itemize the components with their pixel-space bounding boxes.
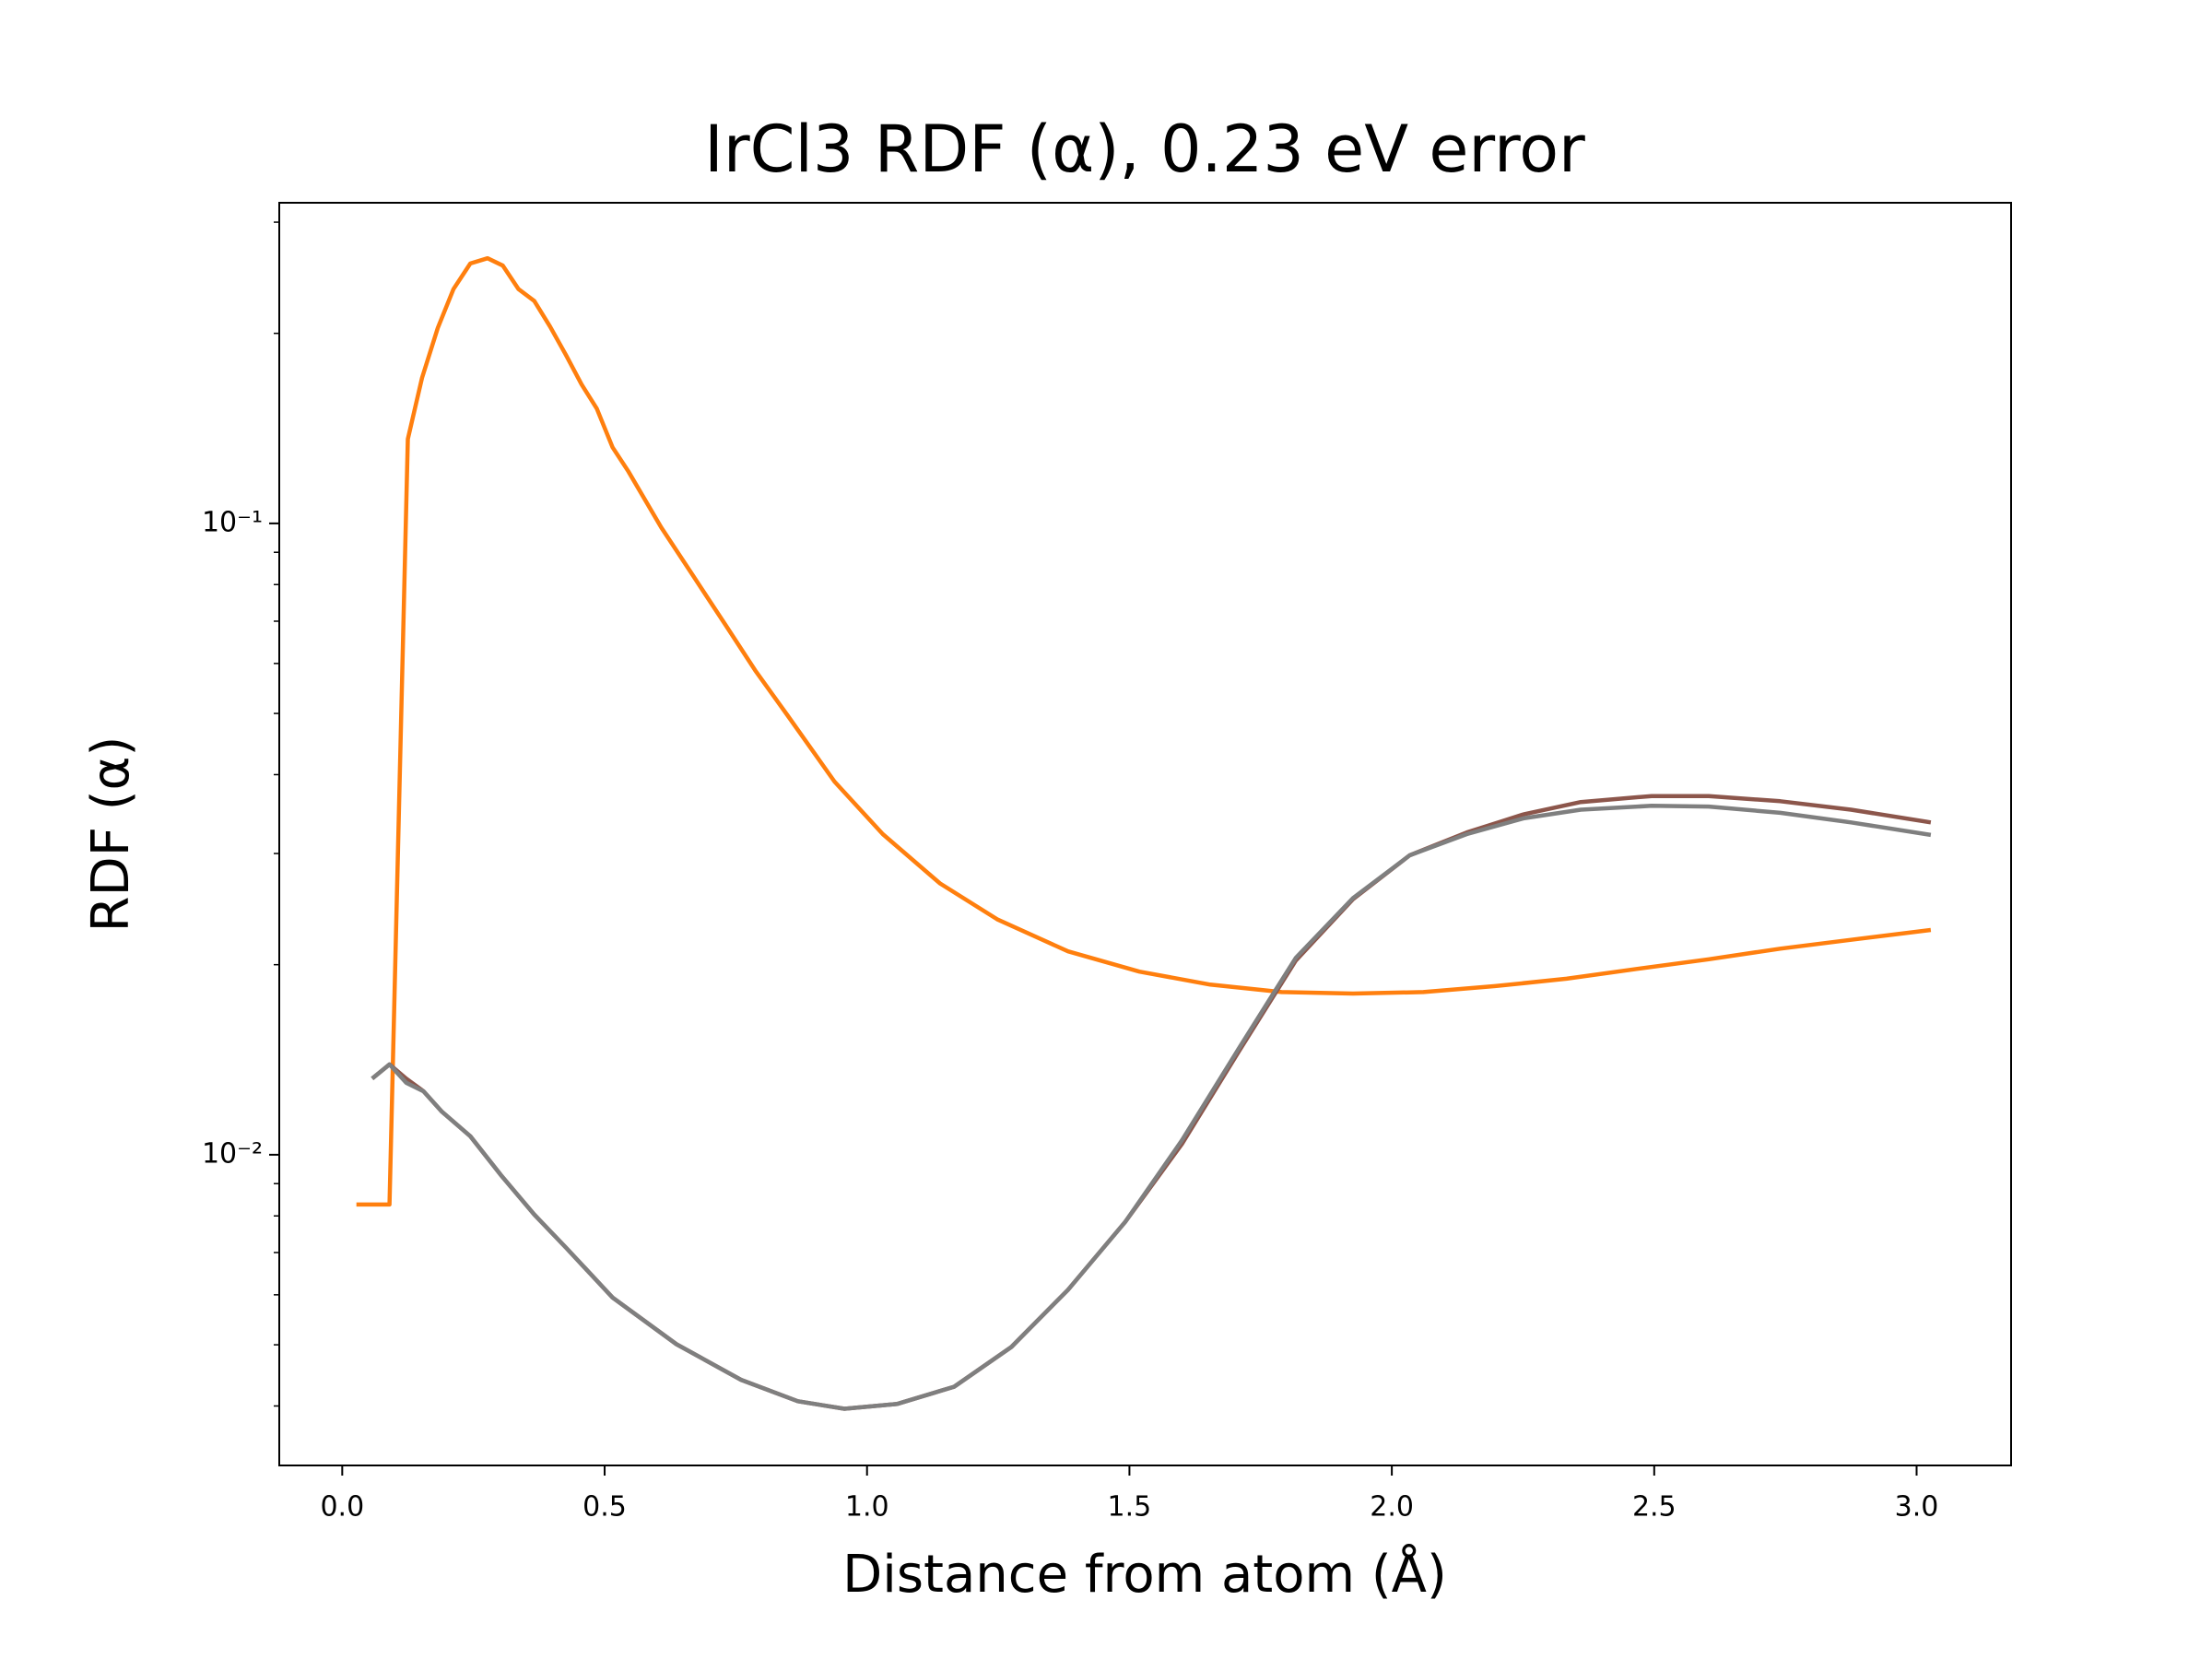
y-axis-label: RDF (α) <box>81 736 141 933</box>
x-axis-label: Distance from atom (Å) <box>842 1544 1447 1605</box>
y-tick-label: 10⁻¹ <box>202 506 263 538</box>
axes-frame <box>278 202 2012 1466</box>
x-tick-label: 1.0 <box>845 1491 889 1524</box>
y-tick-label: 10⁻² <box>202 1137 263 1170</box>
chart-title: IrCl3 RDF (α), 0.23 eV error <box>704 112 1585 187</box>
data-line <box>371 804 1932 1411</box>
x-tick-label: 0.5 <box>582 1491 627 1524</box>
data-line <box>356 255 1932 1207</box>
x-tick-label: 2.0 <box>1370 1491 1414 1524</box>
x-tick-label: 1.5 <box>1108 1491 1152 1524</box>
plot-area <box>356 255 1932 1411</box>
x-tick-label: 2.5 <box>1632 1491 1677 1524</box>
x-tick-label: 3.0 <box>1895 1491 1939 1524</box>
x-tick-label: 0.0 <box>320 1491 364 1524</box>
